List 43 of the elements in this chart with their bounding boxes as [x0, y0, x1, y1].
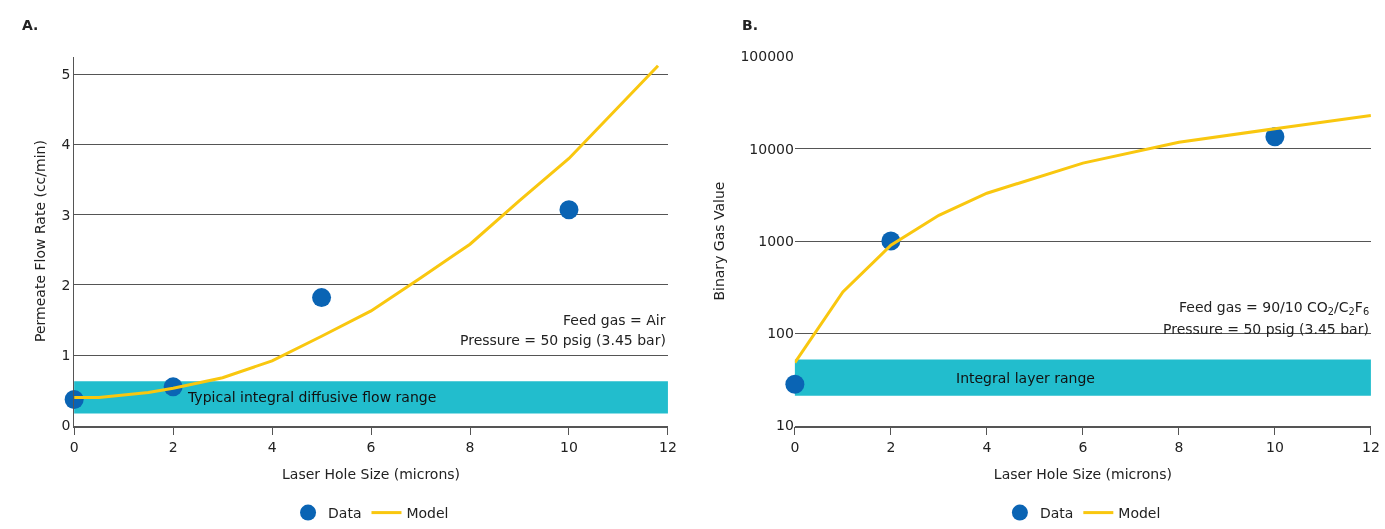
x-axis-title: Laser Hole Size (microns) [282, 465, 461, 482]
annotation: Feed gas = Air [563, 312, 666, 328]
x-axis-title: Laser Hole Size (microns) [993, 465, 1172, 482]
x-tick-label: 10 [560, 439, 578, 456]
x-tick-label: 12 [659, 439, 677, 456]
annotation: Pressure = 50 psig (3.45 bar) [460, 332, 666, 348]
y-axis-title: Permeate Flow Rate (cc/min) [32, 140, 49, 342]
x-tick-label: 2 [168, 439, 178, 456]
x-tick-label: 4 [982, 439, 992, 456]
y-tick-label: 2 [61, 276, 71, 293]
y-axis-title: Binary Gas Value [711, 181, 728, 301]
y-tick-label: 10 [776, 417, 794, 434]
legend-label: Model [406, 505, 449, 522]
x-tick-label: 10 [1265, 439, 1284, 456]
x-tick-label: 8 [1174, 439, 1184, 456]
y-tick-label: 0 [61, 417, 71, 434]
x-tick-label: 12 [1361, 439, 1380, 456]
annotation: Pressure = 50 psig (3.45 bar) [1163, 321, 1369, 337]
y-tick-label: 10000 [749, 140, 794, 157]
y-tick-label: 3 [61, 206, 71, 223]
y-tick-label: 4 [61, 136, 71, 153]
point [785, 374, 805, 394]
x-tick-label: 6 [1078, 439, 1088, 456]
point [559, 200, 579, 220]
y-tick-label: 100000 [740, 48, 794, 65]
point [312, 288, 332, 308]
band-label: Integral layer range [956, 370, 1095, 386]
y-tick-label: 1 [61, 347, 71, 364]
legend-label: Data [328, 505, 362, 522]
x-tick-label: 2 [886, 439, 896, 456]
y-tick-label: 100 [767, 325, 794, 342]
annotation: Feed gas = 90/10 CO$_{2}$/C$_{2}$F$_{6}$ [1179, 299, 1370, 317]
x-tick-label: 4 [267, 439, 277, 456]
legend-label: Data [1039, 505, 1074, 522]
chart-title: B. [742, 17, 758, 33]
chart-title: A. [22, 17, 39, 33]
y-tick-label: 1000 [758, 232, 794, 249]
band-label: Typical integral diffusive flow range [187, 389, 437, 405]
line-series [794, 113, 1371, 365]
x-tick-label: 8 [465, 439, 475, 456]
legend-label: Model [1118, 505, 1161, 522]
y-tick-label: 5 [61, 66, 71, 83]
x-tick-label: 6 [366, 439, 376, 456]
